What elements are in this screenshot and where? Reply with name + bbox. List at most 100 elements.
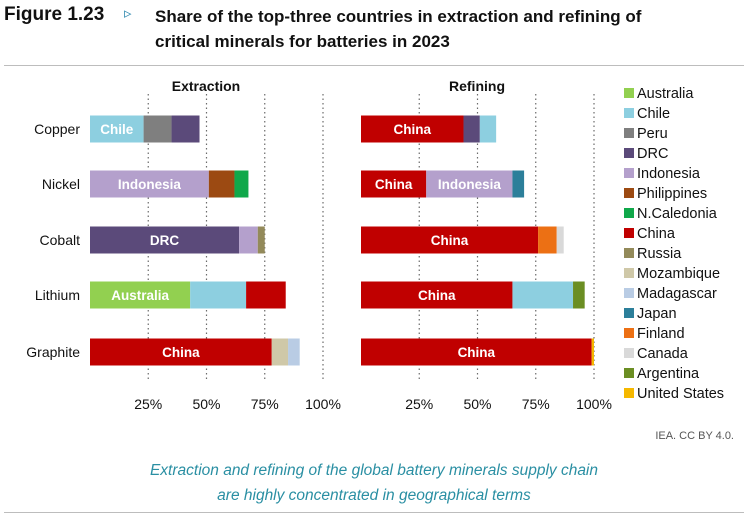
category-label: Graphite bbox=[26, 344, 80, 360]
legend-swatch bbox=[624, 108, 634, 118]
x-tick-label: 100% bbox=[305, 396, 341, 412]
panel-title-2: Refining bbox=[449, 78, 505, 94]
legend-swatch bbox=[624, 208, 634, 218]
x-tick-label: 25% bbox=[134, 396, 162, 412]
legend-swatch bbox=[624, 348, 634, 358]
legend-swatch bbox=[624, 168, 634, 178]
category-label: Copper bbox=[34, 121, 80, 137]
legend-swatch bbox=[624, 308, 634, 318]
legend-label: Mozambique bbox=[637, 266, 720, 282]
legend-swatch bbox=[624, 248, 634, 258]
x-tick-label: 25% bbox=[405, 396, 433, 412]
legend-swatch bbox=[624, 88, 634, 98]
bar-data-label: China bbox=[394, 122, 432, 137]
bar-segment bbox=[463, 115, 480, 143]
bar-segment bbox=[573, 281, 585, 309]
bar-segment bbox=[90, 226, 240, 254]
x-tick-label: 75% bbox=[251, 396, 279, 412]
legend-swatch bbox=[624, 288, 634, 298]
legend-swatch bbox=[624, 148, 634, 158]
legend-swatch bbox=[624, 188, 634, 198]
bar-data-label: China bbox=[375, 177, 413, 192]
legend-label: DRC bbox=[637, 146, 668, 162]
figure-label: Figure 1.23 bbox=[4, 4, 105, 25]
play-triangle-icon: ▹ bbox=[124, 5, 132, 22]
bar-segment bbox=[90, 170, 209, 198]
legend-label: Japan bbox=[637, 306, 677, 322]
bar-segment bbox=[190, 281, 247, 309]
bar-segment bbox=[208, 170, 235, 198]
bar-data-label: China bbox=[458, 345, 496, 360]
source-note: IEA. CC BY 4.0. bbox=[655, 430, 734, 442]
bar-segment bbox=[171, 115, 200, 143]
bar-data-label: Chile bbox=[100, 122, 133, 137]
bar-data-label: Australia bbox=[111, 288, 169, 303]
legend-label: Philippines bbox=[637, 186, 707, 202]
legend-label: Argentina bbox=[637, 366, 700, 382]
bar-data-label: DRC bbox=[150, 233, 179, 248]
legend-swatch bbox=[624, 128, 634, 138]
bar-segment bbox=[90, 338, 272, 366]
legend-label: Chile bbox=[637, 106, 670, 122]
bar-segment bbox=[257, 226, 265, 254]
bar-segment bbox=[512, 170, 525, 198]
footer-divider bbox=[4, 512, 744, 513]
bar-data-label: Indonesia bbox=[118, 177, 182, 192]
bar-segment bbox=[361, 281, 513, 309]
figure-title-line-1: Share of the top-three countries in extr… bbox=[155, 7, 642, 26]
legend-label: Finland bbox=[637, 326, 685, 342]
legend-label: Australia bbox=[637, 86, 694, 102]
bar-data-label: China bbox=[162, 345, 200, 360]
legend-label: Russia bbox=[637, 246, 682, 262]
bar-segment bbox=[556, 226, 564, 254]
bar-segment bbox=[90, 281, 191, 309]
bar-segment bbox=[90, 115, 144, 143]
bar-segment bbox=[361, 170, 427, 198]
header-divider bbox=[4, 65, 744, 66]
legend-swatch bbox=[624, 228, 634, 238]
panel-title-1: Extraction bbox=[172, 78, 240, 94]
legend-label: Peru bbox=[637, 126, 668, 142]
figure-caption: Extraction and refining of the global ba… bbox=[0, 458, 748, 508]
caption-line-1: Extraction and refining of the global ba… bbox=[149, 462, 599, 479]
bar-segment bbox=[246, 281, 286, 309]
legend-swatch bbox=[624, 368, 634, 378]
bar-data-label: Indonesia bbox=[438, 177, 502, 192]
legend-swatch bbox=[624, 328, 634, 338]
legend-label: N.Caledonia bbox=[637, 206, 718, 222]
legend-label: Canada bbox=[637, 346, 689, 362]
bar-segment bbox=[512, 281, 574, 309]
category-label: Lithium bbox=[35, 287, 80, 303]
bar-data-label: China bbox=[418, 288, 456, 303]
bar-segment bbox=[538, 226, 557, 254]
bar-data-label: China bbox=[431, 233, 469, 248]
figure-title-line-2: critical minerals for batteries in 2023 bbox=[155, 32, 450, 51]
legend-swatch bbox=[624, 388, 634, 398]
category-label: Cobalt bbox=[40, 232, 81, 248]
x-tick-label: 100% bbox=[576, 396, 612, 412]
bar-segment bbox=[361, 338, 592, 366]
x-tick-label: 50% bbox=[192, 396, 220, 412]
bar-segment bbox=[271, 338, 289, 366]
stacked-bar-chart: Extraction 25% 50% 75% 100% Copper Nickel Cobal… bbox=[26, 78, 724, 412]
bar-segment bbox=[143, 115, 172, 143]
legend-label: China bbox=[637, 226, 676, 242]
bar-segment bbox=[591, 338, 594, 366]
legend-label: United States bbox=[637, 386, 724, 402]
legend-label: Madagascar bbox=[637, 286, 717, 302]
legend-swatch bbox=[624, 268, 634, 278]
legend-label: Indonesia bbox=[637, 166, 701, 182]
figure-title: Share of the top-three countries in extr… bbox=[155, 4, 735, 54]
bar-segment bbox=[361, 226, 539, 254]
bar-segment bbox=[234, 170, 249, 198]
bar-segment bbox=[288, 338, 300, 366]
bar-segment bbox=[426, 170, 513, 198]
bar-segment bbox=[361, 115, 464, 143]
x-tick-label: 75% bbox=[522, 396, 550, 412]
x-tick-label: 50% bbox=[463, 396, 491, 412]
bar-segment bbox=[239, 226, 258, 254]
caption-line-2: are highly concentrated in geographical … bbox=[217, 487, 531, 504]
bar-segment bbox=[479, 115, 497, 143]
category-label: Nickel bbox=[42, 176, 80, 192]
figure-header: Figure 1.23 ▹ Share of the top-three cou… bbox=[0, 0, 748, 62]
